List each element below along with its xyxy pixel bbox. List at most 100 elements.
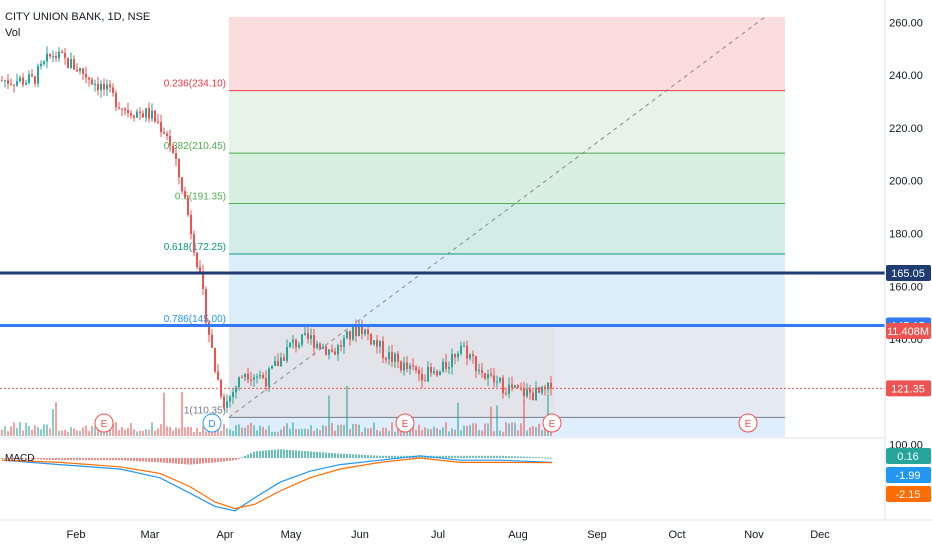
candle-body — [493, 375, 495, 383]
macd-histogram-bar — [55, 458, 57, 461]
macd-histogram-bar — [259, 450, 261, 458]
candle-body — [187, 197, 189, 215]
macd-histogram-bar — [22, 458, 24, 459]
macd-histogram-bar — [466, 455, 468, 458]
candle-body — [142, 113, 144, 118]
candle-body — [229, 396, 231, 402]
macd-histogram-bar — [301, 450, 303, 458]
volume-bar — [118, 429, 120, 436]
macd-value-badge — [886, 486, 931, 502]
macd-histogram-bar — [502, 455, 504, 458]
macd-histogram-bar — [196, 458, 198, 464]
macd-histogram-bar — [169, 458, 171, 464]
candle-body — [400, 361, 402, 371]
macd-histogram-bar — [529, 456, 531, 458]
candle-body — [304, 332, 306, 335]
volume-bar — [352, 424, 354, 436]
macd-histogram-bar — [256, 451, 258, 458]
candle-body — [76, 69, 78, 72]
macd-histogram-bar — [202, 458, 204, 464]
volume-bar — [358, 424, 360, 436]
volume-bar — [379, 431, 381, 436]
macd-histogram-bar — [124, 458, 126, 461]
volume-bar — [514, 422, 516, 436]
volume-bar — [82, 427, 84, 436]
time-axis-tick: Aug — [508, 529, 528, 541]
candle-body — [511, 384, 513, 388]
volume-bar — [247, 424, 249, 436]
candle-body — [1, 80, 3, 82]
candle-body — [430, 367, 432, 373]
macd-histogram-bar — [400, 455, 402, 458]
volume-bar — [253, 425, 255, 436]
volume-bar — [85, 425, 87, 436]
volume-bar — [265, 429, 267, 436]
volume-bar — [226, 428, 228, 436]
candle-body — [43, 61, 45, 64]
candle-body — [106, 84, 108, 90]
volume-bar — [22, 430, 24, 436]
macd-histogram-bar — [322, 452, 324, 458]
candle-body — [307, 332, 309, 339]
macd-histogram-bar — [283, 449, 285, 458]
volume-bar — [301, 428, 303, 436]
macd-histogram-bar — [454, 455, 456, 458]
candle-body — [193, 234, 195, 253]
candle-body — [331, 349, 333, 352]
macd-histogram-bar — [178, 458, 180, 464]
candle-body — [394, 353, 396, 362]
candle-body — [337, 345, 339, 355]
candle-body — [448, 367, 450, 369]
price-badge-label: 165.05 — [891, 268, 925, 280]
volume-bar — [94, 426, 96, 436]
volume-bar — [322, 425, 324, 436]
candle-body — [451, 354, 453, 368]
macd-histogram-bar — [328, 452, 330, 458]
candle-body — [301, 334, 303, 345]
volume-bar — [361, 431, 363, 436]
macd-histogram-bar — [457, 455, 459, 458]
macd-histogram-bar — [160, 458, 162, 463]
volume-bar — [343, 424, 345, 436]
volume-bar — [34, 425, 36, 436]
volume-bar — [151, 422, 153, 436]
volume-bar — [91, 425, 93, 436]
candle-body — [547, 382, 549, 390]
candle-body — [358, 326, 360, 336]
macd-histogram-bar — [370, 455, 372, 458]
volume-bar — [172, 430, 174, 436]
candle-body — [538, 387, 540, 393]
candle-body — [382, 340, 384, 358]
candle-body — [151, 110, 153, 119]
volume-bar — [469, 425, 471, 436]
volume-bar — [133, 429, 135, 436]
candle-body — [166, 133, 168, 137]
candle-body — [61, 51, 63, 54]
macd-histogram-bar — [208, 458, 210, 463]
macd-histogram-bar — [280, 449, 282, 458]
earnings-marker-label: E — [101, 419, 108, 430]
volume-bar — [532, 426, 534, 436]
candle-body — [481, 369, 483, 374]
macd-histogram-bar — [115, 458, 117, 461]
fib-zone — [229, 90, 785, 154]
volume-bar — [304, 428, 306, 436]
macd-histogram-bar — [205, 458, 207, 464]
candle-body — [409, 365, 411, 369]
earnings-marker — [94, 413, 114, 433]
macd-histogram-bar — [316, 451, 318, 458]
range-box — [229, 325, 555, 418]
macd-value-badge — [886, 467, 931, 483]
macd-histogram-bar — [58, 458, 60, 461]
candle-body — [322, 346, 324, 349]
volume-bar — [16, 427, 18, 436]
volume-bar — [475, 423, 477, 436]
time-axis-tick: Dec — [810, 529, 830, 541]
candle-body — [466, 345, 468, 359]
candle-body — [271, 365, 273, 369]
candle-body — [526, 389, 528, 397]
candle-body — [169, 136, 171, 146]
volume-bar — [193, 431, 195, 436]
